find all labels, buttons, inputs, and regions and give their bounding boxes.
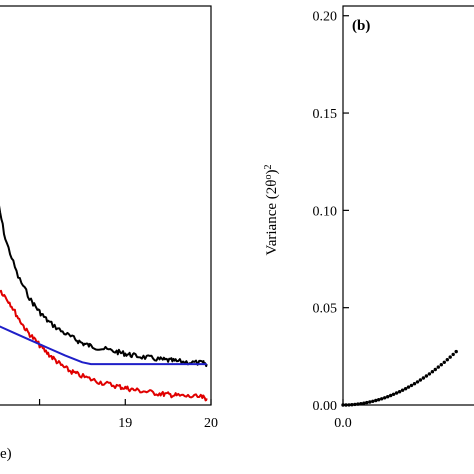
panel-a-series-line-2 — [0, 289, 208, 402]
panel-b-data-point — [445, 358, 449, 362]
panel-b-y-tick-label: 0.20 — [313, 10, 338, 25]
y-label-sup-square: 2 — [263, 165, 274, 170]
panel-b-data-point — [433, 367, 437, 372]
panel-b-data-point — [427, 372, 432, 376]
panel-a-series-line-1 — [0, 205, 208, 368]
panel-b-data-point — [394, 391, 399, 395]
panel-b-data-point — [374, 398, 378, 403]
panel-b-data-point — [448, 355, 452, 359]
panel-b-data-points — [341, 349, 458, 407]
panel-b-data-point — [362, 401, 366, 405]
panel-b-y-tick-label: 0.10 — [313, 204, 338, 219]
panel-b-x-tick-label: 0.0 — [334, 416, 352, 431]
y-label-sup-degree: o — [263, 175, 274, 180]
panel-b-data-point — [365, 400, 369, 405]
panel-b-data-point — [371, 399, 375, 403]
panel-a-x-axis-label: e) — [0, 446, 12, 462]
panel-a-series — [0, 205, 208, 402]
panel-b-data-point — [389, 393, 393, 398]
panel-a: 19 20 e) — [0, 5, 218, 462]
panel-b-data-point — [451, 352, 455, 357]
panel-b-data-point — [415, 380, 420, 384]
panel-b-data-point — [454, 349, 458, 354]
panel-b-data-point — [350, 403, 354, 407]
panel-b-data-point — [344, 403, 348, 407]
panel-a-series-line-3 — [0, 325, 207, 366]
panel-b-data-point — [380, 397, 384, 401]
panel-b-data-point — [368, 400, 372, 404]
panel-b-data-point — [418, 378, 423, 382]
panel-b-data-point — [377, 398, 381, 402]
panel-b-data-point — [383, 396, 387, 400]
panel-b-data-point — [359, 402, 363, 406]
panel-b: 0.00 0.05 0.10 0.15 0.20 0.0 (b) Variance (2θ… — [263, 5, 474, 431]
y-label-main: Variance (2θ — [264, 180, 280, 256]
y-label-close: ) — [264, 170, 280, 175]
panel-b-data-point — [409, 383, 414, 388]
panel-b-y-tick-label: 0.15 — [313, 107, 338, 122]
panel-b-data-point — [403, 387, 408, 391]
panel-b-label: (b) — [352, 18, 370, 34]
panel-b-data-point — [412, 382, 417, 386]
panel-b-y-axis-label: Variance (2θo)2 — [263, 165, 281, 256]
panel-b-data-point — [406, 385, 411, 389]
panel-a-frame — [0, 5, 212, 406]
panel-b-frame — [342, 5, 474, 406]
panel-b-data-point — [424, 374, 429, 378]
panel-b-data-point — [442, 360, 446, 364]
panel-b-data-point — [391, 392, 396, 396]
panel-b-data-point — [400, 388, 405, 392]
panel-b-data-point — [436, 365, 440, 369]
panel-a-x-tick-label: 20 — [204, 416, 218, 431]
panel-b-data-point — [397, 390, 402, 394]
panel-a-x-tick-label: 19 — [118, 416, 132, 431]
panel-b-ticks: 0.00 0.05 0.10 0.15 0.20 0.0 — [313, 10, 352, 431]
panel-b-data-point — [341, 403, 345, 407]
panel-b-data-point — [439, 363, 443, 367]
panel-b-data-point — [353, 402, 357, 407]
panel-b-data-point — [421, 376, 426, 380]
panel-b-data-point — [430, 370, 435, 374]
panel-b-y-tick-label: 0.05 — [313, 302, 338, 317]
panel-a-x-ticks: 19 20 — [38, 399, 218, 431]
panel-b-data-point — [386, 395, 390, 399]
panel-b-y-tick-label: 0.00 — [313, 399, 338, 414]
panel-b-data-point — [347, 403, 351, 407]
panel-b-data-point — [356, 402, 360, 406]
